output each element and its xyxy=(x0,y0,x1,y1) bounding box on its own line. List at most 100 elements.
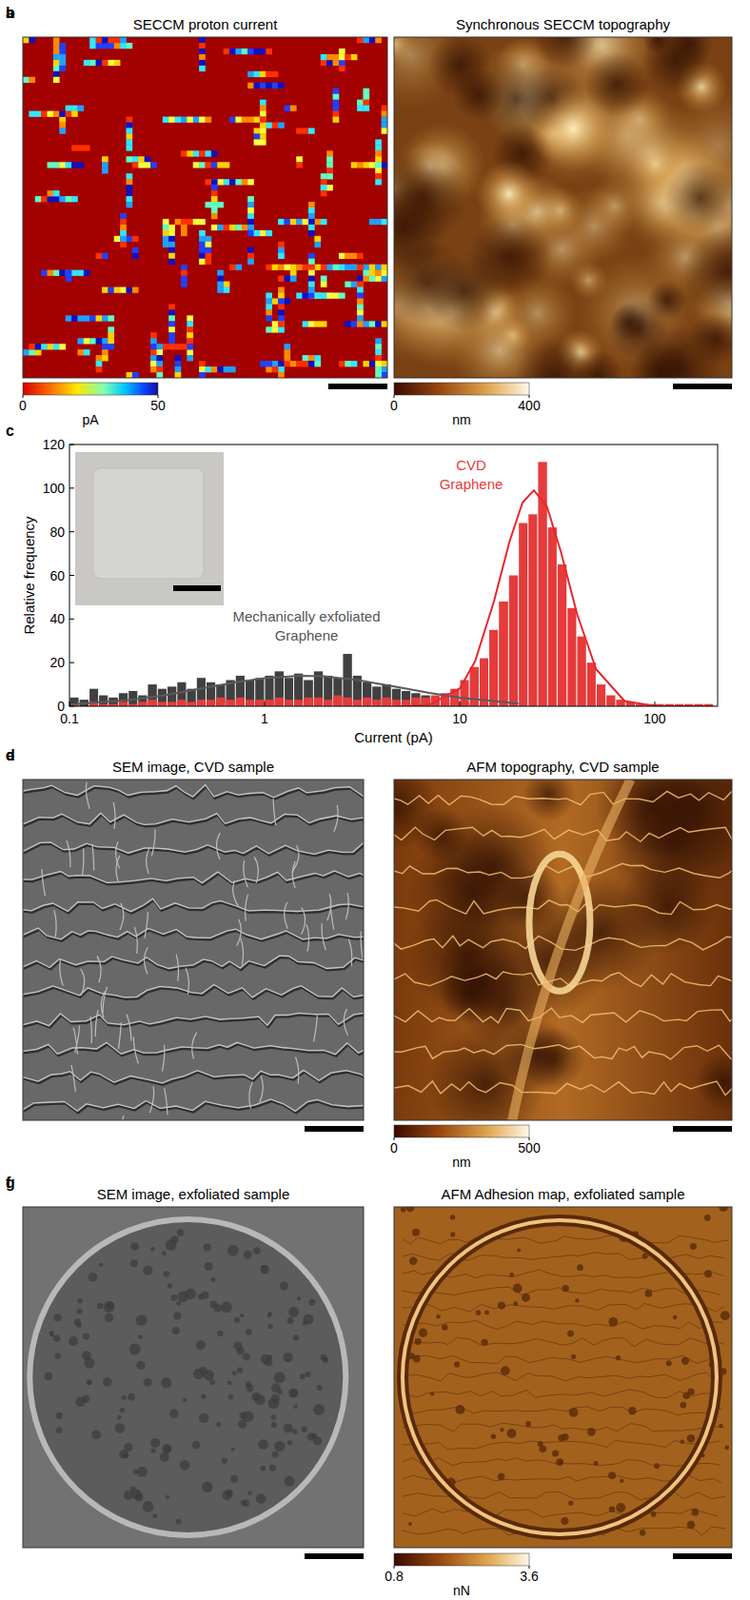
hist-bar xyxy=(342,697,352,707)
dot xyxy=(234,1317,240,1323)
pixel xyxy=(47,111,55,118)
pixel xyxy=(132,236,139,242)
pixel xyxy=(254,48,261,55)
pixel xyxy=(351,54,358,60)
dot xyxy=(704,1269,712,1278)
pixel xyxy=(356,287,364,294)
dot xyxy=(49,1330,55,1336)
pixel xyxy=(126,144,134,151)
pixel xyxy=(217,161,224,168)
colorbar-tick-label: 0 xyxy=(390,397,398,414)
wrinkle-shadow xyxy=(23,787,364,800)
dot xyxy=(236,1367,243,1374)
pixel xyxy=(375,343,382,350)
image-bg xyxy=(22,37,388,378)
pixel xyxy=(283,218,291,225)
pixel xyxy=(162,230,170,237)
pixel xyxy=(356,315,364,321)
wrinkle xyxy=(90,1016,92,1044)
dot xyxy=(560,1517,569,1525)
pixel xyxy=(211,213,218,219)
panel-letter: d xyxy=(5,747,16,764)
pixel xyxy=(296,127,303,134)
pixel xyxy=(126,42,134,49)
wrinkle xyxy=(146,847,151,874)
y-tick-label: 40 xyxy=(49,611,65,627)
pixel xyxy=(265,71,273,78)
dot xyxy=(521,1293,531,1303)
dot xyxy=(203,1369,215,1381)
pixel xyxy=(314,241,321,248)
pixel xyxy=(180,117,188,123)
wrinkle xyxy=(330,903,335,930)
pixel xyxy=(186,349,194,356)
pixel xyxy=(156,366,163,373)
pixel xyxy=(259,133,267,139)
dot xyxy=(228,1394,235,1401)
pixel xyxy=(314,320,321,327)
pixel xyxy=(101,59,109,66)
pixel xyxy=(326,293,334,299)
pixel xyxy=(119,287,127,294)
colorbar-unit: nm xyxy=(452,412,471,428)
pixel xyxy=(22,77,30,83)
hist-bar xyxy=(401,690,411,707)
pixel xyxy=(272,320,279,327)
pixel xyxy=(186,150,194,157)
pixel xyxy=(168,230,176,237)
pixel xyxy=(259,105,267,112)
dot xyxy=(136,1361,145,1370)
scale-bar xyxy=(173,585,221,592)
dot xyxy=(555,1458,564,1466)
pixel xyxy=(168,337,176,344)
x-tick xyxy=(263,701,265,707)
pixel xyxy=(241,224,249,231)
pixel xyxy=(259,122,267,129)
dot xyxy=(136,1314,148,1326)
blob xyxy=(683,226,732,317)
colorbar-tick-label: 0.8 xyxy=(384,1568,404,1584)
dot xyxy=(279,1281,289,1290)
pixel xyxy=(235,117,242,123)
y-tick xyxy=(69,487,75,489)
pixel xyxy=(180,343,188,350)
pixel xyxy=(217,178,224,185)
dot xyxy=(724,1444,730,1450)
pixel xyxy=(40,270,48,277)
pixel xyxy=(283,264,291,271)
pixel xyxy=(320,54,328,60)
pixel xyxy=(375,360,382,367)
pixel xyxy=(175,355,182,361)
dot xyxy=(562,1284,570,1292)
pixel xyxy=(247,224,255,231)
pixel xyxy=(186,343,194,350)
pixel xyxy=(344,54,352,60)
dot xyxy=(203,1243,212,1251)
pixel xyxy=(132,253,139,259)
pixel xyxy=(114,236,121,242)
wrinkle xyxy=(41,868,46,896)
pixel xyxy=(290,105,297,112)
wrinkle xyxy=(121,1115,124,1121)
hist-bar xyxy=(255,677,264,707)
pixel xyxy=(89,42,97,49)
pixel xyxy=(193,117,200,123)
colorbar-unit: nN xyxy=(453,1582,471,1599)
wrinkle xyxy=(233,880,239,908)
pixel xyxy=(28,343,36,350)
dot xyxy=(127,1393,136,1402)
pixel xyxy=(65,105,73,112)
wrinkle-shadow xyxy=(23,900,364,914)
dot xyxy=(86,1380,92,1385)
pixel xyxy=(375,320,382,327)
dot xyxy=(288,1306,299,1318)
pixel xyxy=(107,59,115,66)
hist-bar xyxy=(587,662,596,707)
pixel xyxy=(356,264,364,271)
wrinkle xyxy=(22,841,364,854)
dot xyxy=(720,1310,731,1321)
dot xyxy=(412,1228,420,1237)
pixel xyxy=(156,360,163,367)
dot xyxy=(151,1448,157,1454)
pixel xyxy=(47,161,55,168)
